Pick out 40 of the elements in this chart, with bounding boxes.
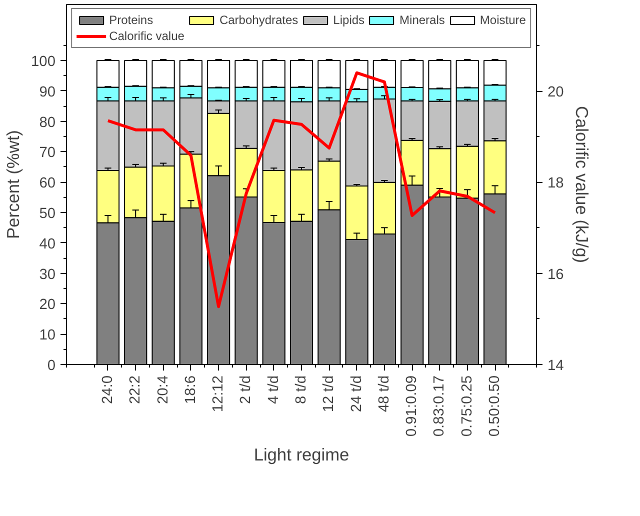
legend-label: Moisture: [480, 13, 526, 27]
y2-tick-label: 20: [548, 84, 564, 101]
y-tick-label: 100: [31, 54, 56, 70]
x-tick-label: 18:6: [182, 375, 199, 404]
y-axis-title: Percent (%wt): [3, 130, 24, 239]
legend-label: Minerals: [400, 13, 445, 27]
y-tick-label: 40: [39, 236, 56, 252]
y-tick-label: 30: [39, 266, 56, 283]
y-tick-label: 60: [39, 176, 56, 192]
x-tick-label: 0.91:0.09: [404, 376, 420, 437]
y-tick-label: 10: [39, 328, 56, 344]
y-tick-label: 90: [39, 84, 56, 100]
y-tick-label: 20: [39, 297, 56, 314]
legend-label: Calorific value: [109, 29, 184, 43]
x-tick-label: 8 t/d: [294, 375, 310, 404]
x-tick-label: 0.50:0.50: [487, 376, 504, 437]
y-tick-label: 80: [39, 114, 56, 131]
y2-tick-label: 16: [548, 266, 564, 283]
x-tick-label: 20:4: [155, 375, 172, 404]
y-tick-label: 50: [39, 206, 56, 222]
legend-label: Proteins: [109, 13, 154, 27]
x-tick-label: 24:0: [100, 375, 116, 404]
y-tick-label: 70: [39, 145, 56, 162]
line-series: [106, 71, 497, 308]
y2-axis-title: Calorific value (kJ/g): [572, 106, 592, 263]
x-tick-label: 12:12: [210, 375, 227, 412]
x-tick-label: 4 t/d: [266, 375, 282, 404]
x-tick-label: 12 t/d: [321, 375, 338, 412]
x-tick-label: 48 t/d: [376, 375, 392, 412]
y-tick-label: 0: [47, 358, 56, 374]
y2-tick-label: 18: [548, 176, 564, 192]
x-tick-label: 2 t/d: [238, 375, 254, 404]
x-tick-label: 0.75:0.25: [459, 376, 476, 437]
y2-tick-label: 14: [548, 358, 564, 374]
legend-label: Lipids: [333, 13, 365, 27]
x-tick-label: 22:2: [128, 375, 144, 404]
legend-label: Carbohydrates: [219, 13, 298, 27]
x-tick-label: 0.83:0.17: [432, 376, 448, 437]
x-axis-title: Light regime: [254, 444, 350, 465]
x-tick-label: 24 t/d: [348, 375, 365, 412]
